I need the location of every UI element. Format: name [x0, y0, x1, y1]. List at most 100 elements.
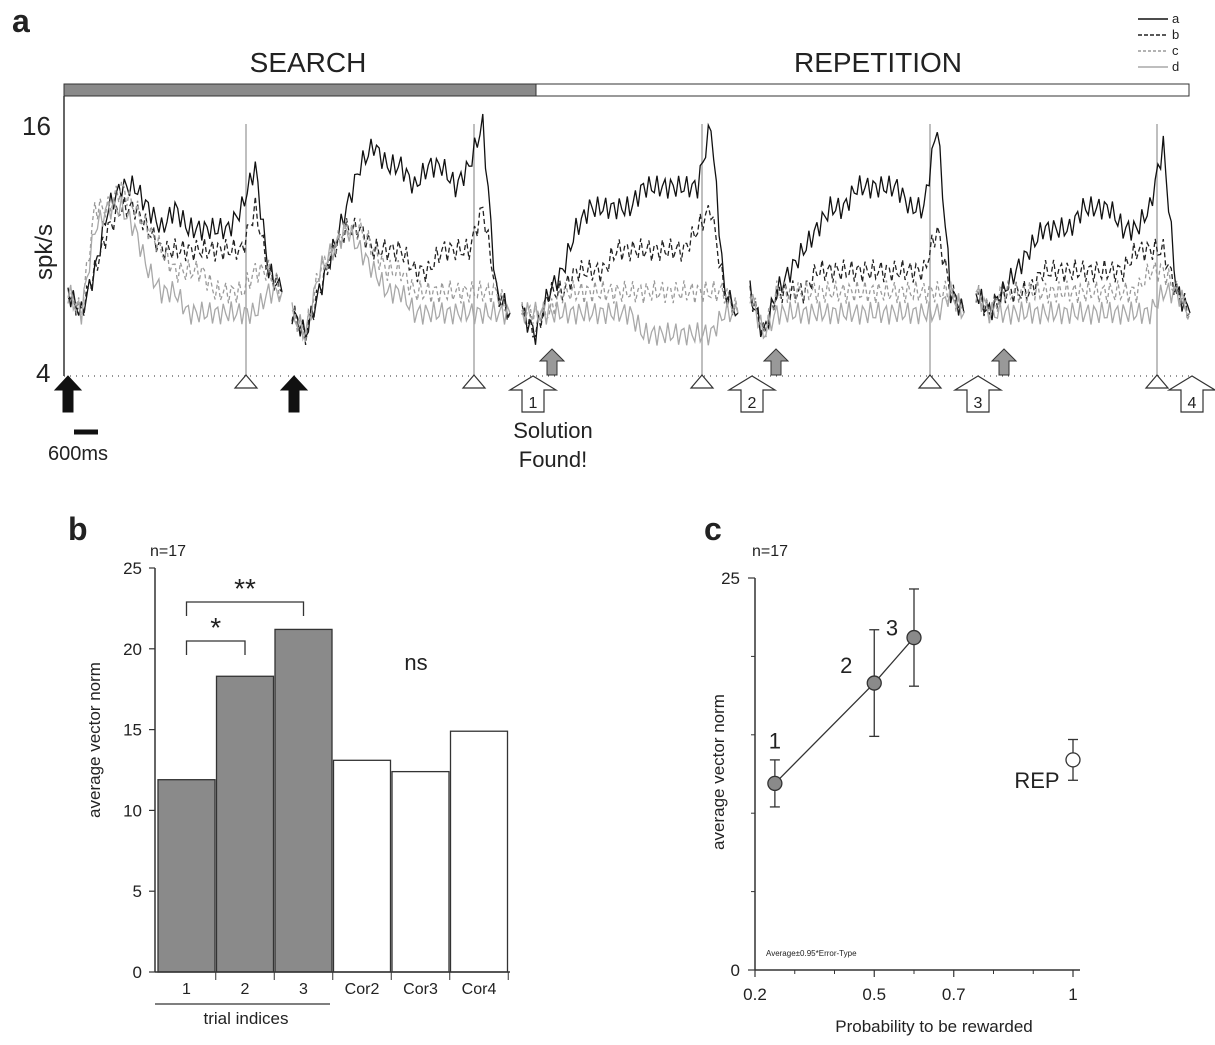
panel-c-n-label: n=17 [752, 543, 788, 560]
panel-c-ylabel: average vector norm [709, 694, 728, 850]
trial-arrow-4 [1166, 375, 1215, 413]
significance-layer: ***ns [185, 573, 428, 675]
trace-d-trial-3 [521, 301, 739, 346]
trace-b-trial-3 [521, 205, 739, 338]
c-ytick-label-1: 25 [721, 569, 740, 588]
point-label-1: 1 [769, 728, 781, 753]
trace-c-trial-3 [521, 280, 739, 325]
trace-d-trial-1 [67, 196, 283, 325]
panel-letter-a: a [12, 3, 30, 39]
panel-c-xlabel: Probability to be rewarded [835, 1017, 1033, 1036]
trial-marker-label-2: 2 [748, 395, 757, 412]
search-arrow-1 [53, 375, 83, 413]
event-triangle-trial-2 [461, 374, 487, 389]
ytick-label-10: 10 [123, 801, 142, 820]
sig-label-1: * [210, 612, 221, 643]
trace-a-trial-3 [521, 122, 739, 345]
bar-2 [215, 675, 275, 973]
c-xtick-label-2: 0.7 [942, 985, 966, 1004]
bar-layer: 1 2 3 Cor2 Cor3 Cor4 0 5 10 15 20 25 [123, 559, 509, 998]
trace-a-trial-4 [749, 132, 965, 338]
event-triangle-trial-3 [689, 374, 715, 389]
legend: a b c d [1138, 11, 1180, 74]
scale-bar-label: 600ms [48, 443, 108, 465]
marker-layer: 1 2 3 4 [53, 348, 1215, 413]
bar-cor3 [391, 770, 450, 973]
trace-c-trial-1 [67, 179, 283, 320]
sig-label-2: ** [234, 573, 256, 604]
gray-arrow-3 [990, 348, 1018, 376]
solution-label-line1: Solution [513, 418, 593, 443]
c-ytick-label-0: 0 [731, 961, 740, 980]
solution-label-line2: Found! [519, 447, 588, 472]
trace-b-trial-2 [291, 206, 511, 345]
sig-bracket-1 [185, 640, 246, 655]
trace-c-trial-4 [749, 280, 965, 338]
ytick-label-25: 25 [123, 559, 142, 578]
sig-bracket-2 [185, 601, 305, 616]
trial-arrow-2 [726, 375, 778, 413]
c-xtick-label-3: 1 [1068, 985, 1077, 1004]
xtick-label-cor4: Cor4 [462, 981, 497, 998]
xtick-label-2: 2 [241, 981, 250, 998]
trace-b-trial-1 [67, 196, 283, 316]
panel-a-ytick-4: 4 [36, 358, 50, 388]
legend-label-b: b [1172, 27, 1179, 42]
ytick-label-0: 0 [133, 963, 142, 982]
trace-d-trial-4 [749, 281, 965, 340]
point-label-rep: REP [1014, 768, 1059, 793]
bar-cor2 [332, 759, 392, 973]
trial-marker-label-4: 4 [1188, 395, 1197, 412]
trace-c-trial-2 [291, 218, 511, 344]
xtick-label-cor2: Cor2 [345, 981, 380, 998]
phase-label-repetition: REPETITION [794, 47, 962, 78]
ytick-label-20: 20 [123, 640, 142, 659]
phase-bar-repetition [535, 83, 1190, 97]
gray-arrow-1 [538, 348, 566, 376]
panel-b-ylabel: average vector norm [85, 662, 104, 818]
xtick-label-cor3: Cor3 [403, 981, 438, 998]
point-3 [906, 629, 922, 646]
trace-layer [64, 113, 1191, 377]
scatter-layer: 0.2 0.5 0.7 1 0 25 1 2 3 REP [721, 569, 1081, 1004]
panel-a: a SEARCH REPETITION a b c d 16 4 spk/s 1… [12, 3, 1215, 472]
point-label-2: 2 [840, 653, 852, 678]
legend-label-a: a [1172, 11, 1180, 26]
panel-c-watermark: Average±0.95*Error-Type [766, 949, 857, 958]
xtick-label-3: 3 [299, 981, 308, 998]
bar-cor4 [449, 730, 509, 973]
trial-arrow-1 [507, 375, 559, 413]
event-triangle-trial-4 [917, 374, 943, 389]
trace-c-trial-5 [975, 262, 1191, 324]
bar-3 [274, 628, 333, 973]
event-triangle-trial-5 [1144, 374, 1170, 389]
trace-a-trial-2 [291, 113, 511, 339]
trace-d-trial-5 [975, 282, 1191, 325]
legend-label-d: d [1172, 59, 1179, 74]
ytick-label-5: 5 [133, 882, 142, 901]
trace-d-trial-2 [291, 221, 511, 342]
trial-marker-label-3: 3 [974, 395, 983, 412]
panel-a-ylabel: spk/s [31, 224, 58, 280]
point-rep [1065, 752, 1081, 768]
ytick-label-15: 15 [123, 721, 142, 740]
gray-arrow-2 [762, 348, 790, 376]
point-2 [866, 675, 882, 691]
c-xtick-label-0: 0.2 [743, 985, 767, 1004]
trial-arrow-3 [952, 375, 1004, 413]
panel-b-n-label: n=17 [150, 543, 186, 560]
event-triangle-trial-1 [233, 374, 259, 389]
xtick-label-1: 1 [182, 981, 191, 998]
trial-marker-label-1: 1 [529, 395, 538, 412]
bar-1 [157, 779, 216, 973]
panel-b-xlabel: trial indices [203, 1009, 288, 1028]
point-1 [767, 775, 783, 792]
point-label-3: 3 [886, 616, 898, 641]
trace-b-trial-5 [975, 238, 1191, 319]
panel-c: c n=17 average vector norm Probability t… [704, 511, 1081, 1036]
c-xtick-label-1: 0.5 [862, 985, 886, 1004]
phase-bar-search [63, 83, 537, 97]
panel-letter-c: c [704, 511, 722, 547]
panel-b: b n=17 average vector norm 1 2 3 Cor2 Cor3 Co… [68, 511, 510, 1028]
